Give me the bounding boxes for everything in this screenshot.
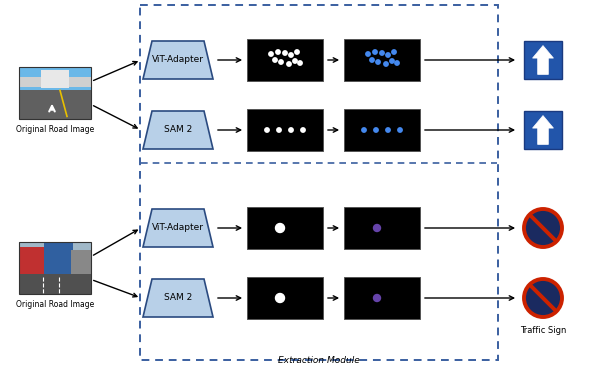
Bar bbox=[344, 109, 420, 151]
Circle shape bbox=[373, 224, 381, 231]
Bar bbox=[344, 277, 420, 319]
Bar bbox=[344, 39, 420, 81]
Text: SAM 2: SAM 2 bbox=[164, 294, 192, 302]
Circle shape bbox=[366, 52, 370, 56]
Circle shape bbox=[277, 128, 281, 132]
Bar bbox=[344, 207, 420, 249]
Bar bbox=[71, 250, 91, 278]
Circle shape bbox=[301, 128, 305, 132]
Bar bbox=[247, 207, 323, 249]
Bar bbox=[19, 67, 91, 90]
Bar bbox=[247, 277, 323, 319]
Bar bbox=[247, 39, 323, 81]
Bar bbox=[19, 274, 91, 294]
Polygon shape bbox=[143, 41, 213, 79]
Bar bbox=[247, 109, 323, 151]
Text: Original Road Image: Original Road Image bbox=[16, 125, 94, 134]
Circle shape bbox=[524, 279, 562, 317]
Circle shape bbox=[386, 53, 390, 57]
Bar bbox=[19, 247, 47, 281]
Bar bbox=[524, 41, 562, 79]
Circle shape bbox=[293, 59, 297, 63]
Circle shape bbox=[298, 61, 302, 65]
Circle shape bbox=[279, 60, 283, 64]
Circle shape bbox=[276, 224, 284, 232]
Text: SAM 2: SAM 2 bbox=[164, 125, 192, 135]
Circle shape bbox=[395, 61, 399, 65]
Circle shape bbox=[373, 50, 377, 54]
Circle shape bbox=[362, 128, 366, 132]
Circle shape bbox=[276, 50, 280, 54]
Circle shape bbox=[273, 58, 277, 62]
Text: Original Road Image: Original Road Image bbox=[16, 300, 94, 309]
Polygon shape bbox=[533, 45, 553, 74]
Circle shape bbox=[524, 209, 562, 247]
Circle shape bbox=[269, 52, 273, 56]
Circle shape bbox=[384, 62, 388, 66]
Bar bbox=[41, 70, 70, 88]
Text: Extraction Module: Extraction Module bbox=[278, 356, 360, 365]
Circle shape bbox=[289, 128, 293, 132]
Circle shape bbox=[374, 128, 378, 132]
Bar bbox=[524, 111, 562, 149]
Polygon shape bbox=[143, 111, 213, 149]
Polygon shape bbox=[143, 209, 213, 247]
Circle shape bbox=[373, 295, 381, 301]
Bar bbox=[140, 5, 498, 360]
Circle shape bbox=[289, 53, 293, 57]
Circle shape bbox=[295, 50, 299, 54]
Circle shape bbox=[398, 128, 402, 132]
Bar bbox=[19, 242, 91, 294]
Polygon shape bbox=[143, 279, 213, 317]
Polygon shape bbox=[533, 116, 553, 144]
Circle shape bbox=[386, 128, 390, 132]
Circle shape bbox=[287, 62, 291, 66]
Text: ViT-Adapter: ViT-Adapter bbox=[152, 224, 204, 232]
Bar bbox=[44, 242, 73, 281]
Circle shape bbox=[392, 50, 396, 54]
Circle shape bbox=[276, 294, 284, 302]
Circle shape bbox=[380, 51, 384, 55]
Text: Traffic Sign: Traffic Sign bbox=[520, 326, 566, 335]
Text: ViT-Adapter: ViT-Adapter bbox=[152, 55, 204, 64]
Circle shape bbox=[390, 59, 394, 63]
Circle shape bbox=[265, 128, 269, 132]
Circle shape bbox=[283, 51, 287, 55]
Bar bbox=[19, 242, 91, 294]
Circle shape bbox=[370, 58, 374, 62]
Bar bbox=[19, 67, 91, 119]
Bar bbox=[19, 77, 91, 87]
Bar bbox=[19, 90, 91, 119]
Circle shape bbox=[376, 60, 380, 64]
